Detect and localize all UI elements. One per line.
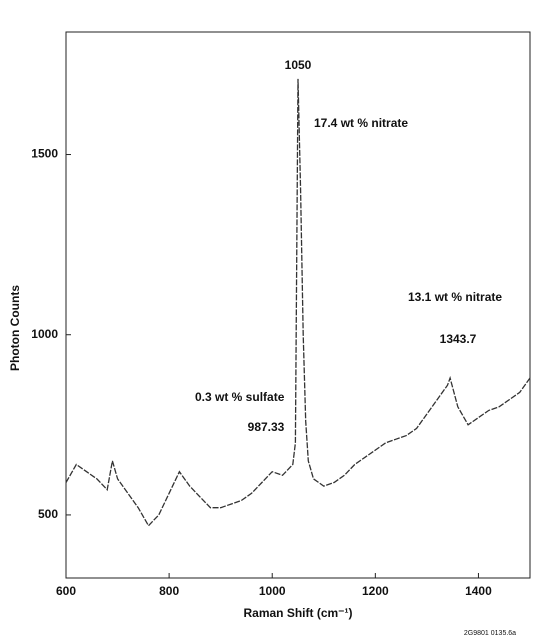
y-axis-label: Photon Counts [8, 285, 22, 371]
plot-frame [65, 31, 531, 579]
spectrum-line [65, 78, 531, 527]
footnote: 2G9801 0135.6a [464, 630, 516, 637]
x-tick-label: 1400 [465, 584, 492, 598]
x-tick-label: 1200 [362, 584, 389, 598]
annotation: 987.33 [248, 420, 285, 434]
annotation: 0.3 wt % sulfate [195, 390, 285, 404]
x-axis-label: Raman Shift (cm⁻¹) [243, 606, 352, 620]
x-tick-label: 600 [56, 584, 76, 598]
x-tick-label: 1000 [259, 584, 286, 598]
annotation: 17.4 wt % nitrate [314, 116, 408, 130]
annotation: 1343.7 [440, 332, 477, 346]
annotation: 13.1 wt % nitrate [408, 290, 502, 304]
y-tick-label: 1000 [31, 327, 58, 341]
x-tick-label: 800 [159, 584, 179, 598]
annotation: 1050 [285, 58, 312, 72]
y-tick-label: 500 [38, 507, 58, 521]
y-tick-label: 1500 [31, 147, 58, 161]
